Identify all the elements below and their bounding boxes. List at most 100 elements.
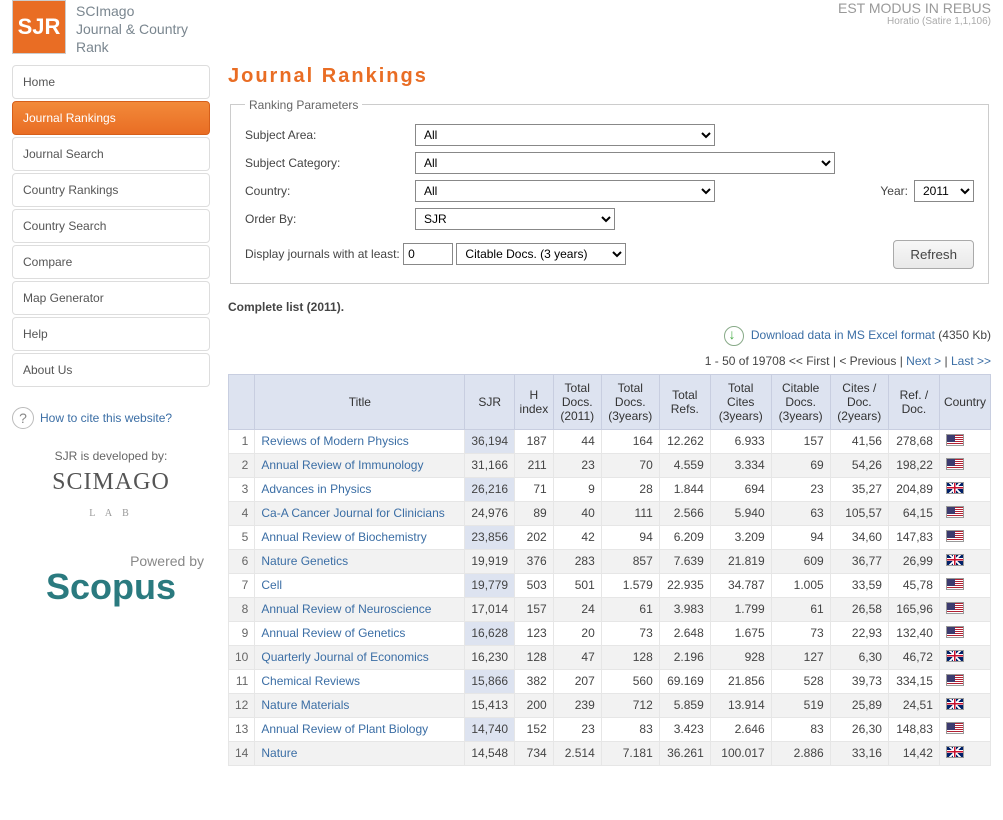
nav-item-country-search[interactable]: Country Search bbox=[12, 209, 210, 243]
col-header[interactable]: Ref. / Doc. bbox=[888, 374, 939, 429]
select-year[interactable]: 2011 bbox=[914, 180, 974, 202]
journal-link[interactable]: Nature bbox=[261, 746, 297, 760]
nav-item-map-generator[interactable]: Map Generator bbox=[12, 281, 210, 315]
journal-link[interactable]: Chemical Reviews bbox=[261, 674, 360, 688]
select-order-by[interactable]: SJR bbox=[415, 208, 615, 230]
developed-by-label: SJR is developed by: bbox=[12, 449, 210, 463]
journal-link[interactable]: Annual Review of Plant Biology bbox=[261, 722, 428, 736]
table-row: 9Annual Review of Genetics16,62812320732… bbox=[229, 621, 991, 645]
table-row: 4Ca-A Cancer Journal for Clinicians24,97… bbox=[229, 501, 991, 525]
select-doc-type[interactable]: Citable Docs. (3 years) bbox=[456, 243, 626, 265]
scimago-lab: L A B bbox=[89, 508, 133, 519]
sidebar: HomeJournal RankingsJournal SearchCountr… bbox=[12, 65, 210, 766]
cell: 14,740 bbox=[465, 717, 515, 741]
col-header[interactable]: Citable Docs. (3years) bbox=[771, 374, 830, 429]
cite-link[interactable]: ? How to cite this website? bbox=[12, 407, 210, 429]
motto-text: EST MODUS IN REBUS bbox=[838, 0, 991, 16]
cell: 26,99 bbox=[888, 549, 939, 573]
flag-icon bbox=[946, 698, 964, 710]
cell: 39,73 bbox=[830, 669, 888, 693]
download-link[interactable]: Download data in MS Excel format bbox=[751, 328, 935, 342]
journal-link[interactable]: Annual Review of Immunology bbox=[261, 458, 423, 472]
scopus-logo[interactable]: Scopus bbox=[12, 569, 210, 605]
cell: Annual Review of Plant Biology bbox=[255, 717, 465, 741]
input-min-value[interactable] bbox=[403, 243, 453, 265]
cell: 44 bbox=[553, 429, 601, 453]
cell: 28 bbox=[601, 477, 659, 501]
journal-link[interactable]: Nature Materials bbox=[261, 698, 349, 712]
label-country: Country: bbox=[245, 184, 415, 198]
pager: 1 - 50 of 19708 << First | < Previous | … bbox=[228, 354, 991, 368]
cell: Annual Review of Genetics bbox=[255, 621, 465, 645]
page-title: Journal Rankings bbox=[228, 65, 991, 88]
cell: 40 bbox=[553, 501, 601, 525]
cell: 4 bbox=[229, 501, 255, 525]
journal-link[interactable]: Ca-A Cancer Journal for Clinicians bbox=[261, 506, 444, 520]
cell bbox=[939, 549, 990, 573]
table-row: 11Chemical Reviews15,86638220756069.1692… bbox=[229, 669, 991, 693]
cell: 23 bbox=[771, 477, 830, 501]
journal-link[interactable]: Reviews of Modern Physics bbox=[261, 434, 408, 448]
nav-item-about-us[interactable]: About Us bbox=[12, 353, 210, 387]
cell: 2.886 bbox=[771, 741, 830, 765]
cell: 3.423 bbox=[659, 717, 710, 741]
pager-last[interactable]: Last >> bbox=[951, 354, 991, 368]
logo: SJR bbox=[12, 0, 66, 54]
cell: 7.639 bbox=[659, 549, 710, 573]
col-header[interactable]: Cites / Doc. (2years) bbox=[830, 374, 888, 429]
select-country[interactable]: All bbox=[415, 180, 715, 202]
flag-icon bbox=[946, 650, 964, 662]
cell: 46,72 bbox=[888, 645, 939, 669]
cell: 105,57 bbox=[830, 501, 888, 525]
cell bbox=[939, 525, 990, 549]
question-icon: ? bbox=[12, 407, 34, 429]
refresh-button[interactable]: Refresh bbox=[893, 240, 974, 269]
journal-link[interactable]: Annual Review of Genetics bbox=[261, 626, 405, 640]
col-header[interactable]: H index bbox=[515, 374, 554, 429]
flag-icon bbox=[946, 674, 964, 686]
flag-icon bbox=[946, 722, 964, 734]
nav-item-country-rankings[interactable]: Country Rankings bbox=[12, 173, 210, 207]
pager-first: << First bbox=[789, 354, 830, 368]
label-subject-category: Subject Category: bbox=[245, 156, 415, 170]
nav-item-journal-rankings[interactable]: Journal Rankings bbox=[12, 101, 210, 135]
cell bbox=[939, 573, 990, 597]
cell: 23 bbox=[553, 453, 601, 477]
table-row: 10Quarterly Journal of Economics16,23012… bbox=[229, 645, 991, 669]
journal-link[interactable]: Quarterly Journal of Economics bbox=[261, 650, 428, 664]
nav-item-compare[interactable]: Compare bbox=[12, 245, 210, 279]
journal-link[interactable]: Cell bbox=[261, 578, 282, 592]
cell: 12.262 bbox=[659, 429, 710, 453]
cell: 33,59 bbox=[830, 573, 888, 597]
col-header[interactable]: Country bbox=[939, 374, 990, 429]
scimago-logo[interactable]: SCIMAGO L A B bbox=[12, 469, 210, 523]
cell: 9 bbox=[553, 477, 601, 501]
cell: 25,89 bbox=[830, 693, 888, 717]
col-header[interactable]: Total Refs. bbox=[659, 374, 710, 429]
journal-link[interactable]: Annual Review of Neuroscience bbox=[261, 602, 431, 616]
col-header[interactable]: Total Cites (3years) bbox=[710, 374, 771, 429]
col-header[interactable]: SJR bbox=[465, 374, 515, 429]
nav-item-journal-search[interactable]: Journal Search bbox=[12, 137, 210, 171]
cell: 69 bbox=[771, 453, 830, 477]
cell: 24 bbox=[553, 597, 601, 621]
pager-next[interactable]: Next > bbox=[906, 354, 941, 368]
nav-item-help[interactable]: Help bbox=[12, 317, 210, 351]
journal-link[interactable]: Annual Review of Biochemistry bbox=[261, 530, 426, 544]
nav-item-home[interactable]: Home bbox=[12, 65, 210, 99]
flag-icon bbox=[946, 530, 964, 542]
journal-link[interactable]: Advances in Physics bbox=[261, 482, 371, 496]
select-subject-area[interactable]: All bbox=[415, 124, 715, 146]
col-header[interactable] bbox=[229, 374, 255, 429]
select-subject-category[interactable]: All bbox=[415, 152, 835, 174]
table-row: 8Annual Review of Neuroscience17,0141572… bbox=[229, 597, 991, 621]
cell: 54,26 bbox=[830, 453, 888, 477]
col-header[interactable]: Total Docs. (2011) bbox=[553, 374, 601, 429]
journal-link[interactable]: Nature Genetics bbox=[261, 554, 348, 568]
cell: 34.787 bbox=[710, 573, 771, 597]
col-header[interactable]: Title bbox=[255, 374, 465, 429]
cell: 35,27 bbox=[830, 477, 888, 501]
cell: 503 bbox=[515, 573, 554, 597]
col-header[interactable]: Total Docs. (3years) bbox=[601, 374, 659, 429]
cell: 23,856 bbox=[465, 525, 515, 549]
